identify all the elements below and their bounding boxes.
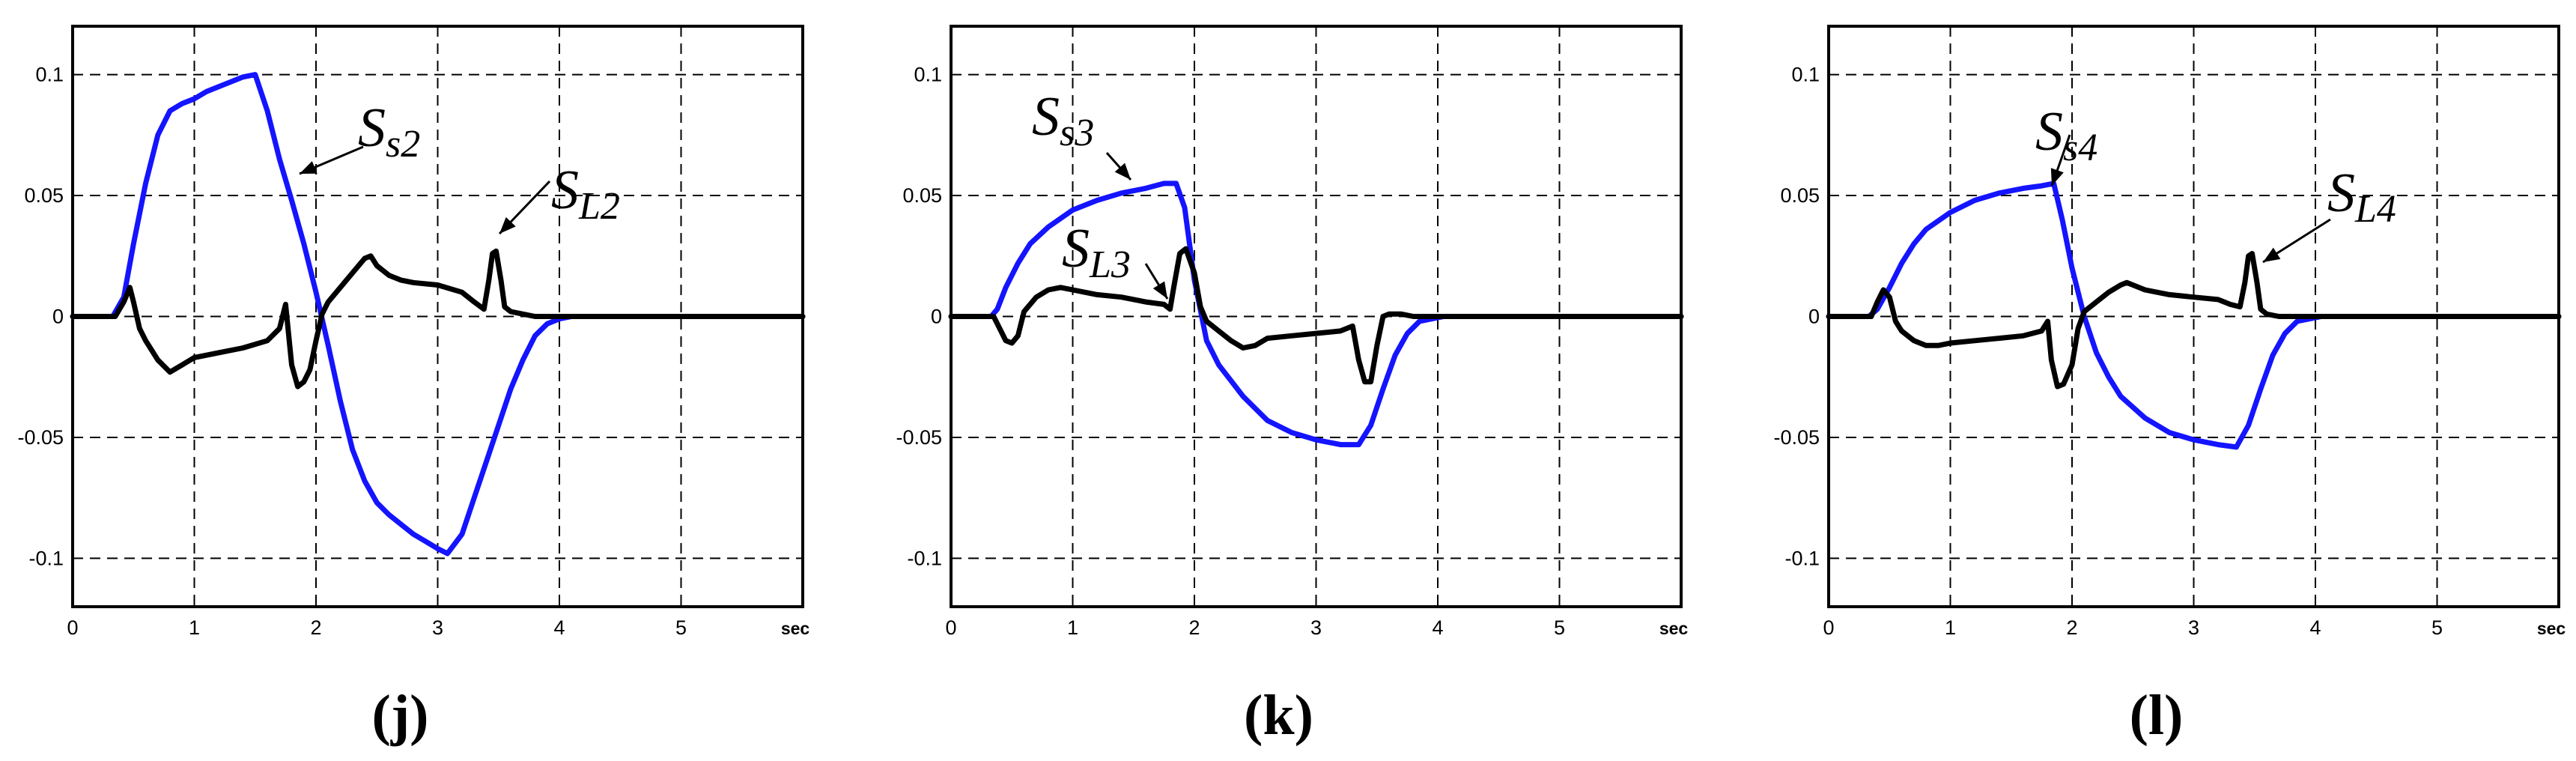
series-line-SL3 <box>948 246 1684 385</box>
x-tick-label: 1 <box>1067 616 1078 639</box>
x-tick-label: 5 <box>675 616 687 639</box>
panel-label: (j) <box>372 684 429 747</box>
series-line-Ss3 <box>948 181 1684 448</box>
panel-label: (l) <box>2130 684 2184 747</box>
annotation-label: Ss4 <box>2035 101 2097 169</box>
x-tick-label: 3 <box>1310 616 1322 639</box>
y-tick-label: 0.05 <box>24 184 64 207</box>
x-tick-label: 5 <box>2431 616 2443 639</box>
y-tick-label: 0.05 <box>902 184 942 207</box>
y-tick-label: -0.1 <box>28 547 64 569</box>
chart-panel-0: 0.1 0.05 0 -0.05 -0.1 0 1 2 3 4 5 sec Ss2 SL2 (j) <box>17 25 810 747</box>
y-tick-label: 0.1 <box>1791 64 1820 86</box>
annotation-label: SL3 <box>1062 218 1131 286</box>
x-tick-label: 3 <box>2188 616 2199 639</box>
x-tick-label: 4 <box>553 616 565 639</box>
annotation-arrowhead <box>2263 247 2281 262</box>
y-tick-label: -0.05 <box>896 426 942 449</box>
y-tick-label: 0 <box>931 306 942 328</box>
x-tick-label: 0 <box>67 616 78 639</box>
x-tick-label: 2 <box>1188 616 1200 639</box>
y-tick-label: 0 <box>1808 306 1820 328</box>
y-tick-label: 0 <box>52 306 64 328</box>
x-axis-unit-label: sec <box>2537 619 2566 638</box>
y-tick-label: -0.05 <box>1773 426 1820 449</box>
annotation-arrowhead <box>1152 281 1167 299</box>
y-tick-label: -0.1 <box>907 547 942 569</box>
annotation-arrowhead <box>1114 163 1131 180</box>
x-tick-label: 4 <box>1432 616 1443 639</box>
annotation-label: SL4 <box>2327 163 2396 231</box>
x-axis-unit-label: sec <box>781 619 810 638</box>
x-tick-label: 3 <box>432 616 443 639</box>
annotation-arrowhead <box>499 216 516 234</box>
panel-label: (k) <box>1244 684 1313 747</box>
y-tick-label: -0.05 <box>17 426 64 449</box>
annotation-arrowhead <box>2050 168 2064 186</box>
series-line-SL4 <box>1826 251 2562 389</box>
x-tick-label: 1 <box>189 616 200 639</box>
x-tick-label: 5 <box>1554 616 1565 639</box>
annotation-label: Ss3 <box>1032 86 1094 154</box>
chart-panel-1: 0.1 0.05 0 -0.05 -0.1 0 1 2 3 4 5 sec Ss3 SL3 (k) <box>896 25 1689 747</box>
x-tick-label: 2 <box>2066 616 2077 639</box>
y-tick-label: 0.1 <box>35 64 64 86</box>
x-tick-label: 4 <box>2309 616 2321 639</box>
annotation-arrowhead <box>300 161 318 174</box>
y-tick-label: -0.1 <box>1784 547 1820 569</box>
x-tick-label: 1 <box>1945 616 1956 639</box>
chart-panel-2: 0.1 0.05 0 -0.05 -0.1 0 1 2 3 4 5 sec Ss4 SL4 (l) <box>1773 25 2566 747</box>
series-line-Ss2 <box>70 72 806 557</box>
y-tick-label: 0.05 <box>1780 184 1820 207</box>
y-tick-label: 0.1 <box>914 64 942 86</box>
x-tick-label: 0 <box>1823 616 1834 639</box>
x-tick-label: 2 <box>310 616 321 639</box>
annotation-label: Ss2 <box>358 97 420 166</box>
annotation-label: SL2 <box>551 160 620 228</box>
x-axis-unit-label: sec <box>1659 619 1689 638</box>
series-line-Ss4 <box>1826 181 2562 450</box>
series-line-SL2 <box>70 248 806 389</box>
x-tick-label: 0 <box>945 616 956 639</box>
